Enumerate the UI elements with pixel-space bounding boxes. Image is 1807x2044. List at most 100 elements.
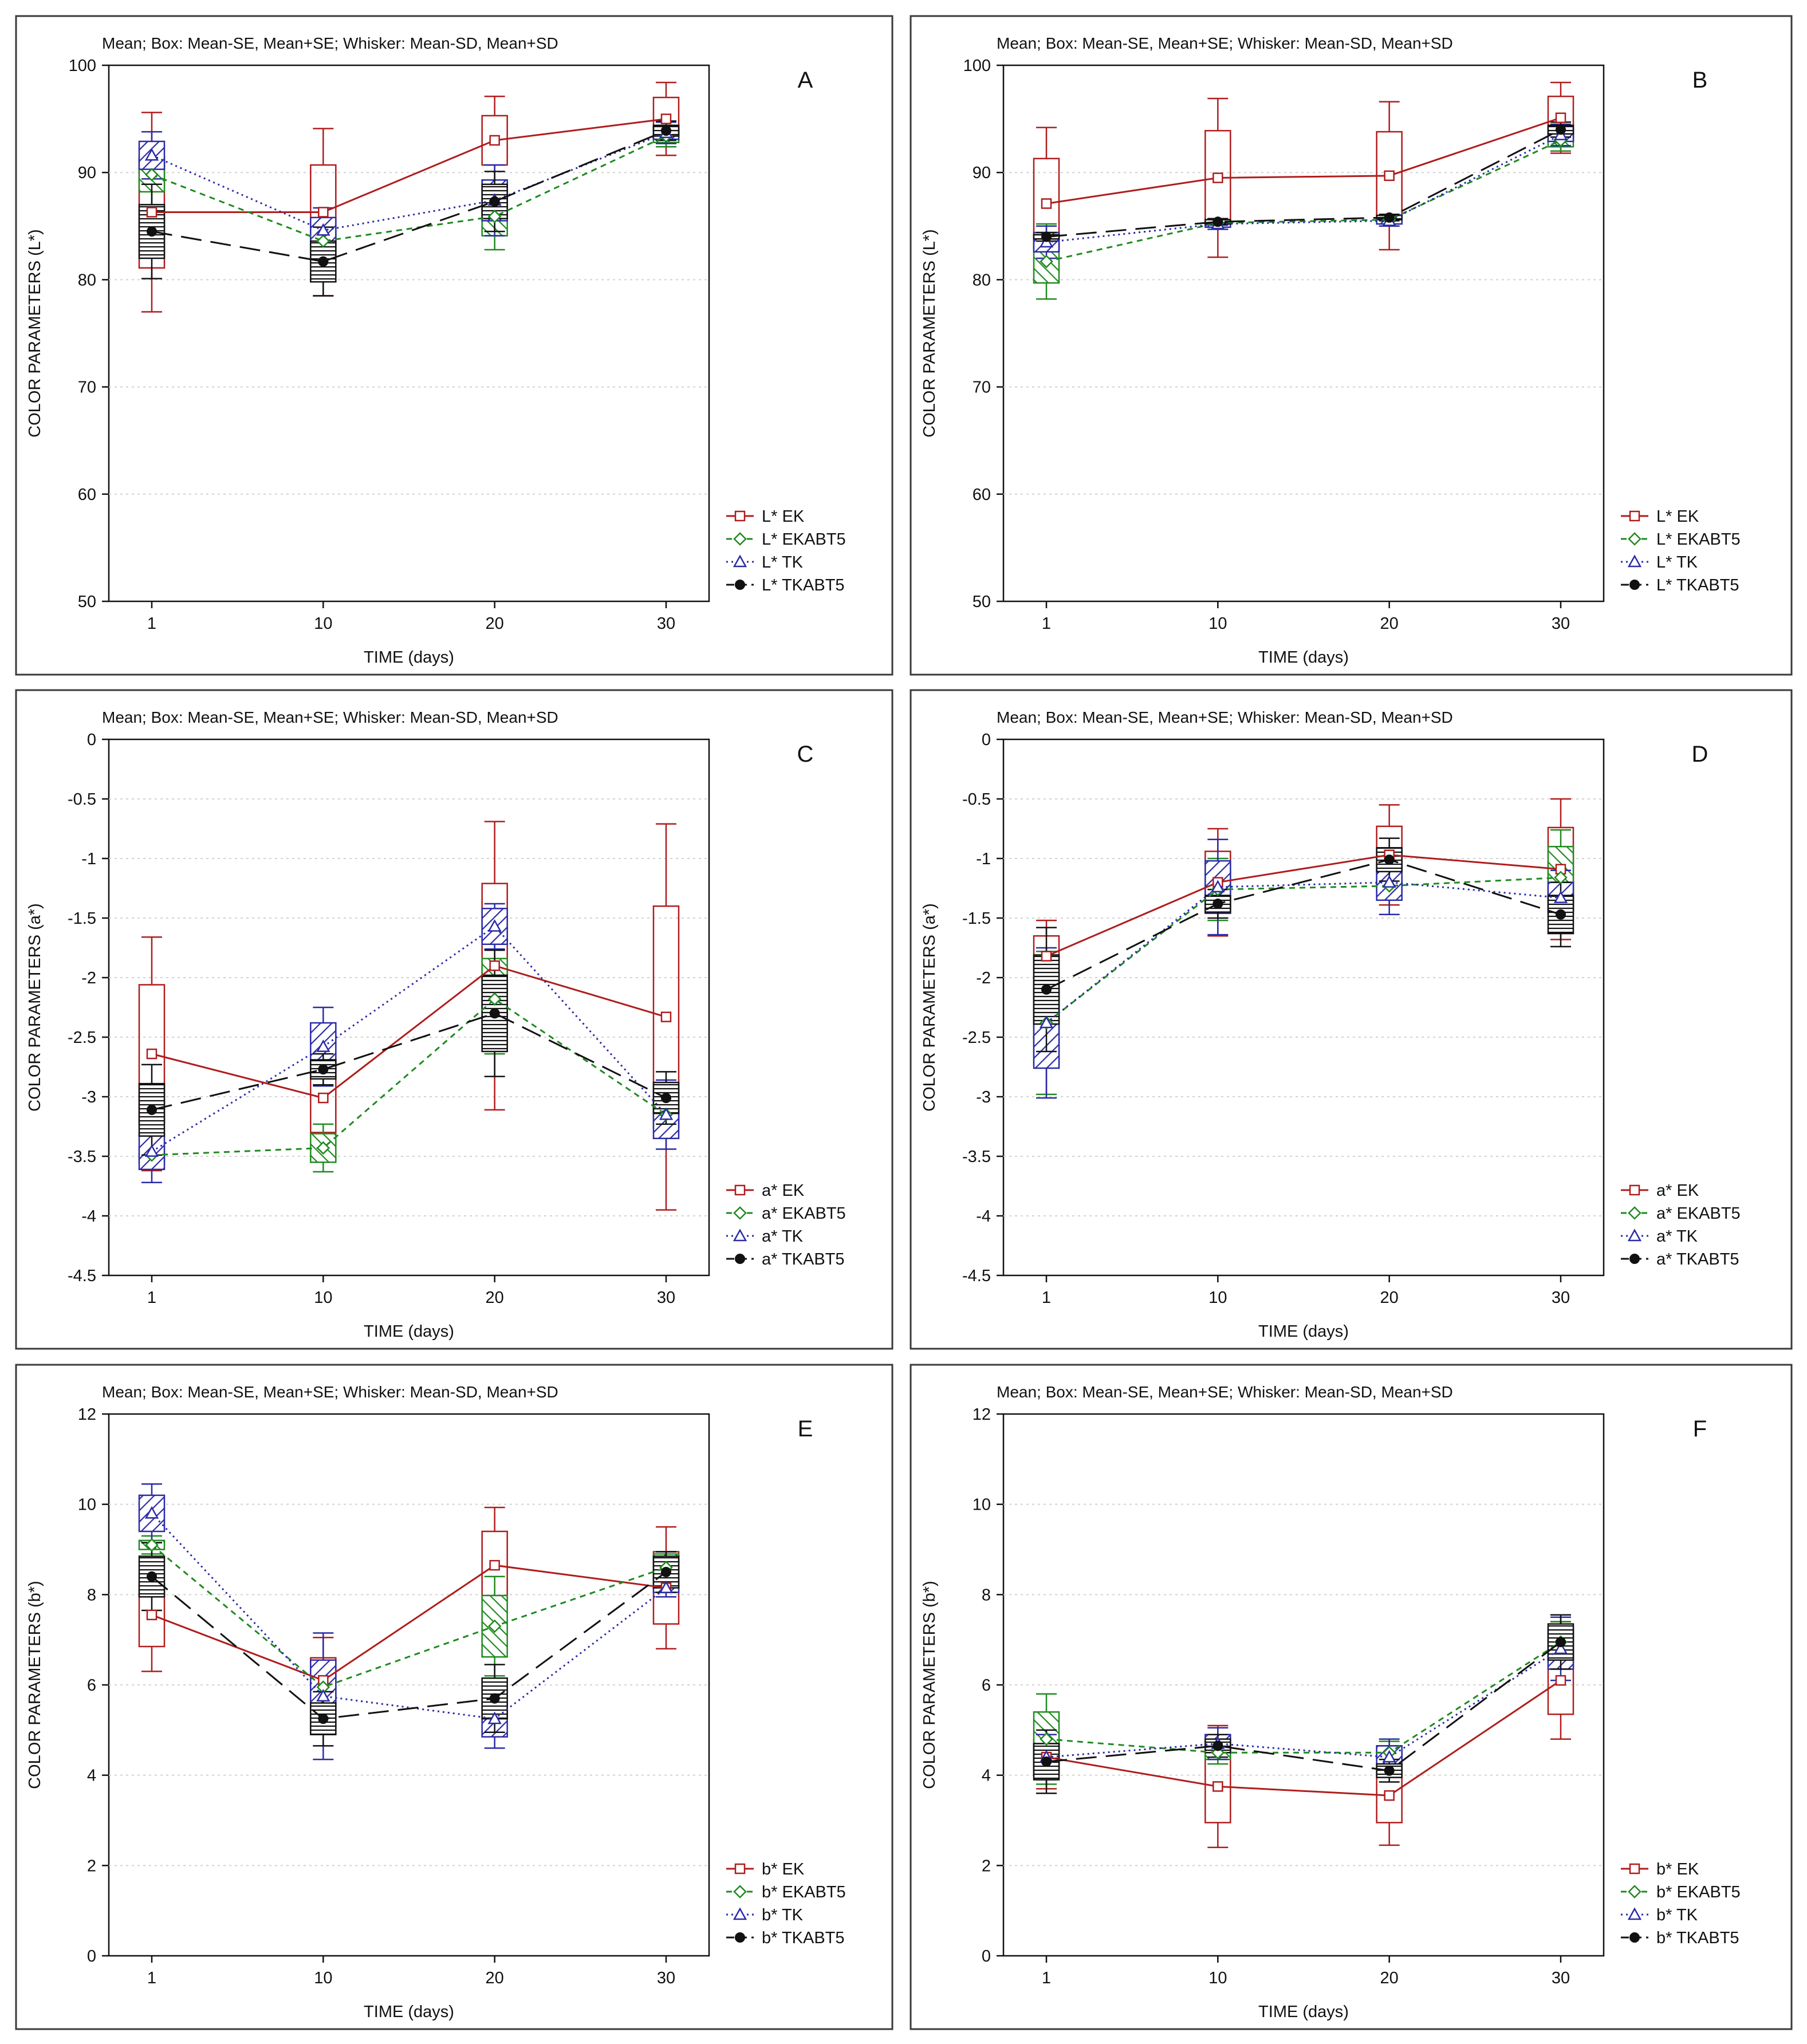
mean-marker (1212, 216, 1223, 227)
panel-c-header: Mean; Box: Mean-SE, Mean+SE; Whisker: Me… (102, 708, 558, 726)
mean-marker (1212, 1740, 1223, 1751)
mean-marker (316, 1141, 330, 1155)
mean-marker (659, 1580, 674, 1593)
legend-label-ekabt5: b* EKABT5 (1656, 1883, 1741, 1901)
panel-c-ylabel: COLOR PARAMETERS (a*) (26, 903, 44, 1112)
panel-e-ytick-label: 2 (87, 1857, 96, 1875)
mean-marker (661, 125, 671, 136)
mean-marker (147, 1571, 157, 1582)
panel-a-mean-line-ek (146, 113, 672, 218)
legend-label-tkabt5: a* TKABT5 (762, 1250, 845, 1269)
mean-marker (1211, 880, 1225, 893)
legend-label-tk: a* TK (762, 1227, 804, 1246)
mean-marker (144, 1144, 159, 1157)
panel-d-legend: a* EK a* EKABT5 a* TK a* TKABT5 (1621, 1181, 1741, 1269)
panel-a-xtick-label: 10 (314, 615, 332, 633)
panel-e-ytick-label: 8 (87, 1586, 96, 1604)
legend-label-ekabt5: L* EKABT5 (1656, 530, 1741, 549)
panel-d-ytick-label: -1.5 (962, 909, 991, 928)
legend-label-tk: a* TK (1656, 1227, 1698, 1246)
panel-d-xlabel: TIME (days) (1258, 1322, 1349, 1341)
panel-c-ytick-label: -2.5 (68, 1029, 96, 1047)
panel-a-header: Mean; Box: Mean-SE, Mean+SE; Whisker: Me… (102, 34, 558, 52)
mean-marker (1556, 124, 1566, 135)
mean-marker (489, 1693, 500, 1704)
mean-marker (1382, 1750, 1396, 1763)
panel-a-plot-area (108, 64, 710, 602)
panel-a-ytick-label: 50 (78, 593, 96, 611)
mean-marker (1212, 1781, 1223, 1792)
panel-f-ytick-label: 6 (982, 1676, 991, 1695)
panel-a-xtick-label: 1 (147, 615, 156, 633)
legend-marker (735, 580, 745, 590)
legend-marker (1629, 1932, 1640, 1943)
panel-d-xtick-label: 30 (1552, 1289, 1570, 1307)
mean-line (151, 129, 667, 263)
mean-line (1046, 134, 1561, 243)
mean-line (1046, 858, 1561, 991)
panel-c-plot-area (108, 738, 710, 1277)
panel-c-letter: C (797, 742, 814, 767)
mean-marker (1553, 891, 1568, 903)
panel-b: Mean; Box: Mean-SE, Mean+SE; Whisker: Me… (910, 15, 1793, 676)
panel-b-ytick-label: 100 (963, 57, 991, 75)
panel-a-mean-line-ekabt5 (145, 129, 673, 248)
mean-marker (1212, 899, 1223, 909)
panel-f-ylabel: COLOR PARAMETERS (b*) (920, 1581, 939, 1789)
panel-e-legend: b* EK b* EKABT5 b* TK b* TKABT5 (726, 1860, 846, 1947)
panel-e-ytick-label: 6 (87, 1676, 96, 1695)
panel-a-ytick-label: 80 (78, 271, 96, 289)
panel-b-ytick-label: 80 (973, 271, 991, 289)
legend-label-tk: L* TK (762, 553, 804, 572)
mean-marker (659, 1107, 674, 1120)
panel-e-ytick-label: 0 (87, 1947, 96, 1966)
mean-marker (146, 207, 158, 218)
legend-label-tkabt5: L* TKABT5 (762, 576, 845, 594)
legend-marker (1628, 1206, 1641, 1220)
panel-e-header: Mean; Box: Mean-SE, Mean+SE; Whisker: Me… (102, 1383, 558, 1401)
legend-marker (1629, 1184, 1640, 1196)
mean-line (1046, 876, 1561, 1024)
legend-label-ek: a* EK (1656, 1181, 1699, 1200)
panel-c-xtick-label: 1 (147, 1289, 156, 1307)
mean-marker (489, 960, 500, 971)
legend-label-ekabt5: b* EKABT5 (762, 1883, 846, 1901)
mean-line (1046, 1641, 1561, 1772)
legend-label-ekabt5: a* EKABT5 (762, 1204, 846, 1223)
legend-label-tkabt5: L* TKABT5 (1656, 576, 1739, 594)
panel-a-letter: A (798, 68, 813, 93)
panel-d-xtick-label: 10 (1208, 1289, 1227, 1307)
legend-marker (735, 1254, 745, 1264)
panel-c-ytick-label: -3.5 (68, 1148, 96, 1166)
panel-c-xtick-label: 30 (657, 1289, 675, 1307)
mean-marker (1212, 172, 1223, 183)
mean-marker (661, 1093, 671, 1104)
panel-b-ytick-label: 50 (973, 593, 991, 611)
mean-line (151, 1012, 667, 1111)
legend-marker (735, 1932, 745, 1943)
mean-marker (489, 196, 500, 207)
mean-marker (489, 1559, 500, 1571)
mean-marker (316, 1039, 330, 1052)
mean-marker (487, 1711, 502, 1724)
panel-a-legend: L* EK L* EKABT5 L* TK L* TKABT5 (726, 507, 846, 594)
panel-b-mean-line-tkabt5 (1041, 124, 1566, 242)
panel-f-ytick-label: 8 (982, 1586, 991, 1604)
panel-c-mean-line-tkabt5 (147, 1008, 671, 1115)
panel-a-ytick-label: 60 (78, 486, 96, 504)
legend-label-ek: b* EK (1656, 1860, 1699, 1878)
mean-marker (489, 135, 500, 146)
legend-marker (734, 1184, 746, 1196)
panel-f-header: Mean; Box: Mean-SE, Mean+SE; Whisker: Me… (997, 1383, 1453, 1401)
panel-f-xtick-label: 20 (1380, 1969, 1399, 1987)
legend-label-tk: L* TK (1656, 553, 1698, 572)
mean-line (152, 118, 667, 213)
legend-marker (1629, 580, 1640, 590)
panel-a-ytick-label: 100 (69, 57, 96, 75)
mean-marker (146, 1048, 158, 1060)
legend-marker (733, 1206, 747, 1220)
panel-c-mean-line-ek (146, 960, 672, 1104)
legend-label-tk: b* TK (1656, 1906, 1698, 1924)
legend-marker (1627, 1907, 1642, 1920)
